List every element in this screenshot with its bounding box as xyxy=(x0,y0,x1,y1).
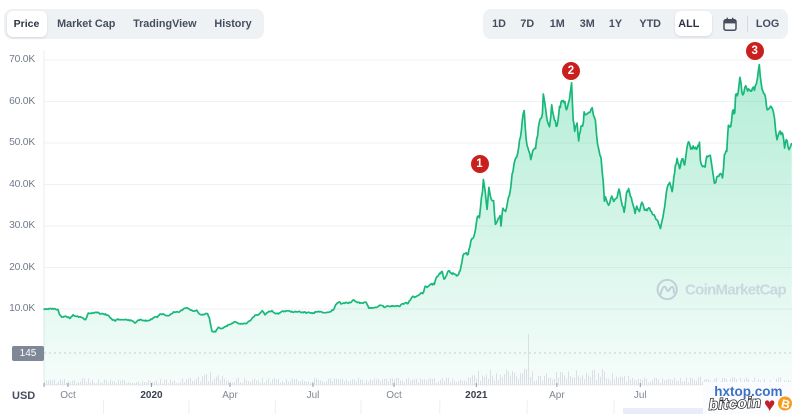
svg-text:♥: ♥ xyxy=(764,395,775,414)
svg-text:bitcoin: bitcoin xyxy=(708,394,761,414)
svg-text:CoinMarketCap: CoinMarketCap xyxy=(685,282,786,299)
svg-text:B: B xyxy=(780,396,792,412)
